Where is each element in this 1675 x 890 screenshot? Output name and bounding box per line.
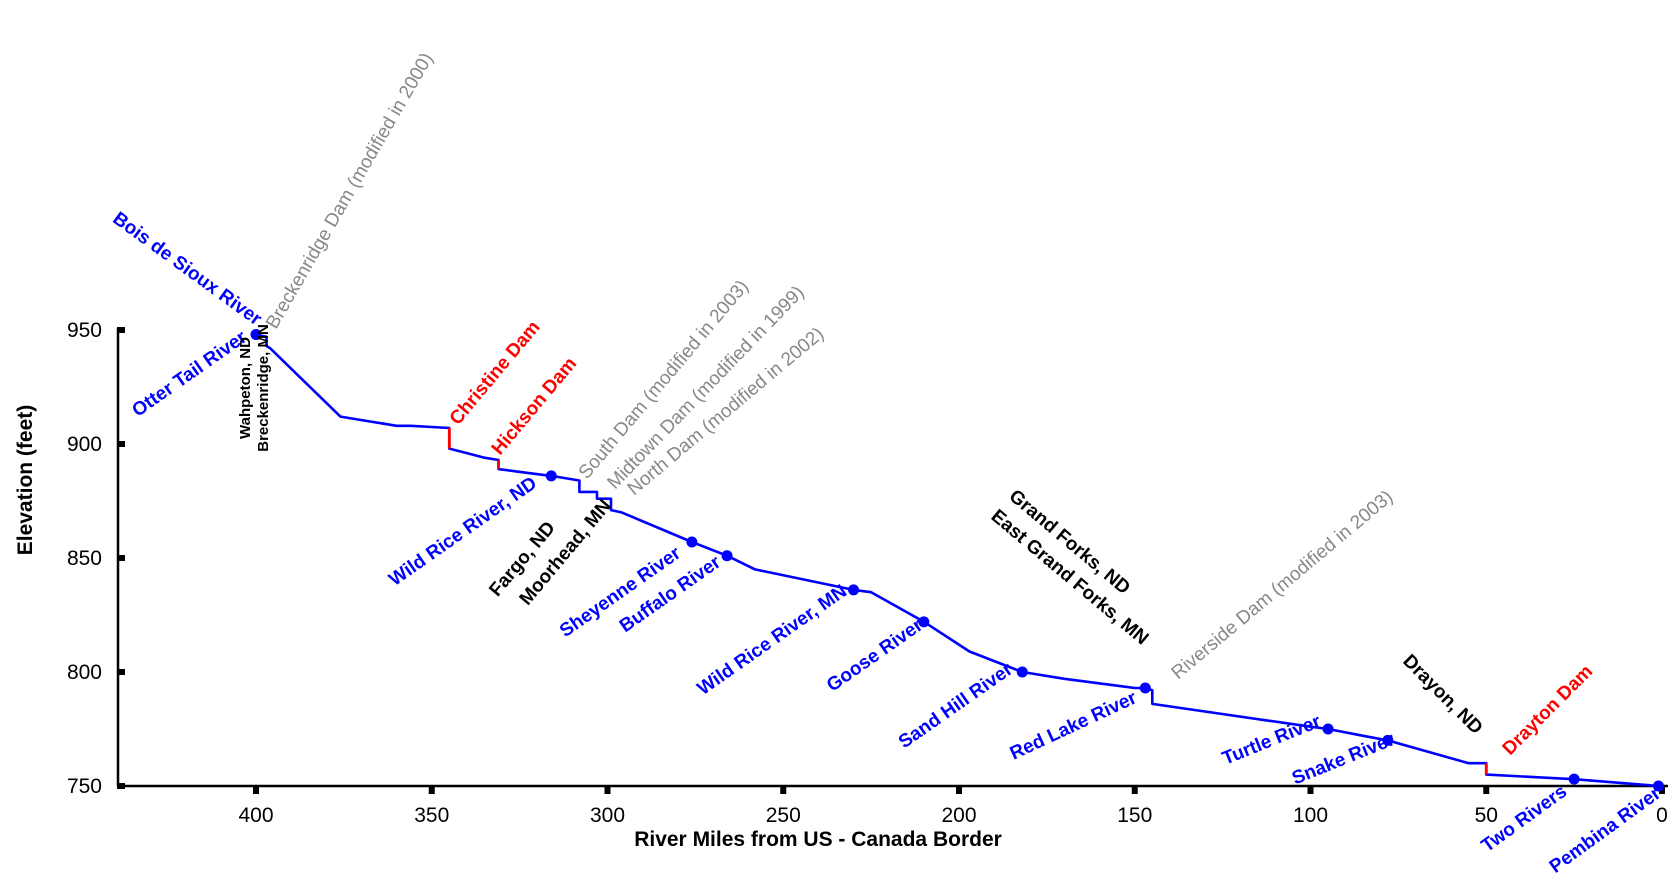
tributary-label: Bois de Sioux River [109,208,266,330]
y-tick-label: 800 [67,661,102,684]
x-tick-label: 100 [1293,804,1328,827]
city-label: Breckenridge, MN [255,324,272,452]
y-tick-mark [117,669,125,675]
y-tick-mark [117,327,125,333]
axis-ticks: 400 350 300 250 200 150 100 50 0 750 800 850 900 950 [67,319,1668,827]
tributary-label: Otter Tail River [128,327,251,422]
y-tick-mark [117,555,125,561]
x-tick-label: 300 [590,804,625,827]
x-tick-label: 400 [238,804,273,827]
x-axis-title: River Miles from US - Canada Border [634,828,1002,851]
tributary-point [1139,682,1151,694]
dam-label: Drayton Dam [1499,661,1597,759]
dam-label: Riverside Dam (modified in 2003) [1168,487,1397,684]
tributary-point [250,329,262,341]
x-tick-label: 150 [1117,804,1152,827]
tributary-point [545,470,557,482]
x-tick-label: 250 [766,804,801,827]
tributary-point [721,550,733,562]
x-tick-label: 200 [941,804,976,827]
y-tick-mark [117,441,125,447]
tributary-label: Goose River [823,615,927,697]
chart-axes [116,328,1668,788]
tributary-point [1016,666,1028,678]
tributary-markers [250,329,1664,792]
y-tick-mark [117,783,125,789]
tributary-label: Turtle River [1219,711,1324,770]
dam-label: North Dam (modified in 2002) [624,324,828,500]
x-tick-mark [956,785,962,794]
x-tick-mark [604,785,611,794]
x-tick-mark [253,785,259,794]
tributary-point [918,616,930,628]
x-tick-label: 0 [1656,804,1668,827]
city-label: Wahpeton, ND [237,337,254,439]
y-tick-label: 950 [67,319,102,342]
x-tick-mark [1131,785,1138,794]
y-axis-title: Elevation (feet) [14,405,37,556]
x-tick-mark [1483,785,1490,794]
y-tick-label: 900 [67,433,102,456]
y-tick-label: 750 [67,775,102,798]
tributary-point [848,584,860,596]
tributary-point [1382,734,1394,746]
y-tick-label: 850 [67,547,102,570]
city-label: Drayon, ND [1398,651,1486,739]
tributary-point [1322,723,1334,735]
x-tick-mark [428,785,435,794]
x-tick-label: 350 [414,804,449,827]
x-tick-mark [780,785,787,794]
tributary-point [1652,780,1664,792]
tributary-label: Red Lake River [1007,687,1141,764]
x-tick-mark [1307,785,1314,794]
tributary-label: Sand Hill River [895,659,1017,753]
dam-label: Breckenridge Dam (modified in 2000) [262,49,438,332]
tributary-point [686,536,698,548]
tributary-point [1568,773,1580,785]
x-tick-label: 50 [1475,804,1498,827]
